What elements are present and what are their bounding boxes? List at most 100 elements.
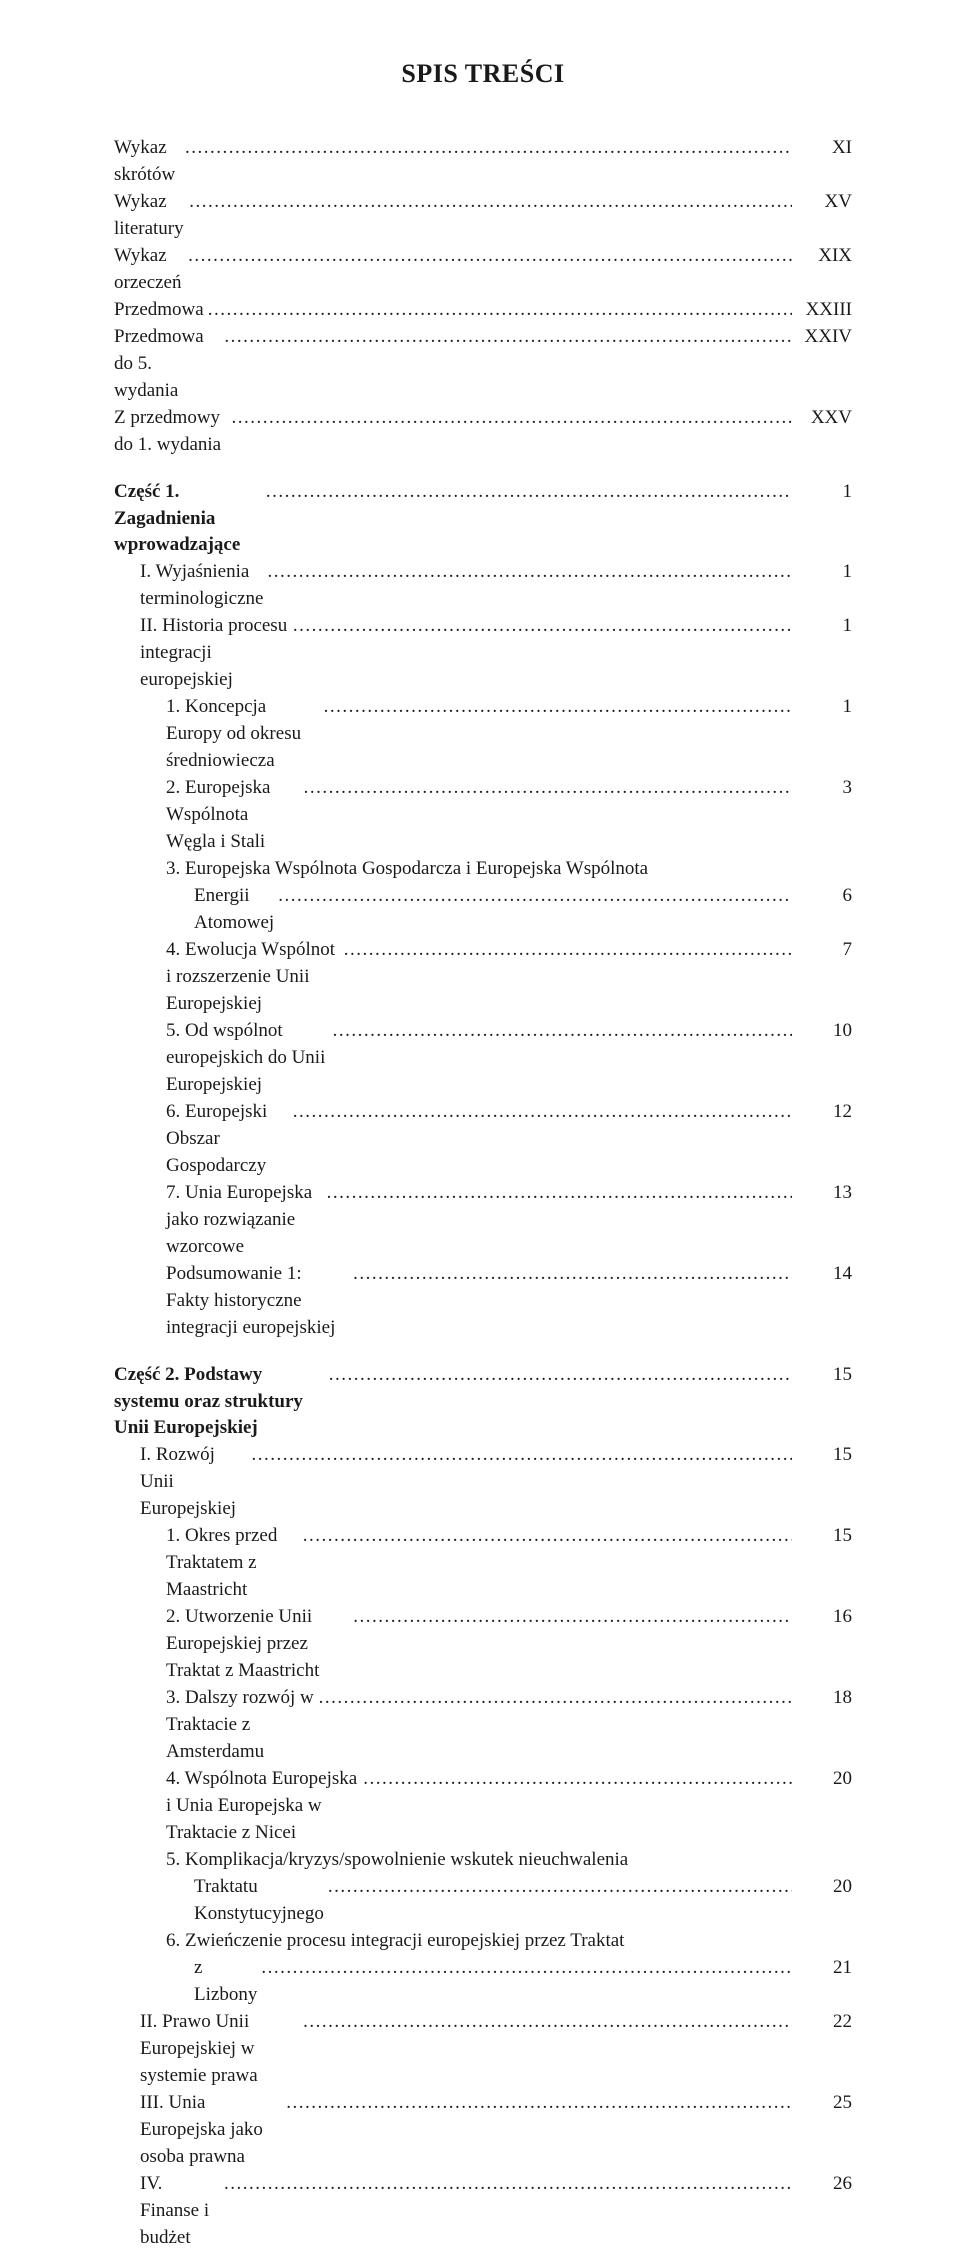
dot-leaders: [323, 1180, 792, 1207]
dot-leaders: [204, 297, 792, 324]
toc-entry-label: 1. Okres przed Traktatem z Maastricht: [166, 1523, 299, 1604]
toc-entry: 5. Od wspólnot europejskich do Unii Euro…: [114, 1018, 852, 1099]
toc-entry: Wykaz skrótów XI: [114, 135, 852, 189]
dot-leaders: [248, 1442, 792, 1469]
toc-entry: 6. Europejski Obszar Gospodarczy12: [114, 1099, 852, 1180]
toc-entry-label: Wykaz skrótów: [114, 135, 181, 189]
toc-entry-label: 3. Dalszy rozwój w Traktacie z Amsterdam…: [166, 1685, 315, 1766]
toc-entry-page: 22: [792, 2009, 852, 2036]
toc-entry: 5. Komplikacja/kryzys/spowolnienie wskut…: [114, 1847, 852, 1874]
toc-entry: Część 2. Podstawy systemu oraz struktury…: [114, 1362, 852, 1443]
dot-leaders: [289, 613, 792, 640]
toc-entry-page: 20: [792, 1874, 852, 1901]
toc-entry: Energii Atomowej 6: [114, 883, 852, 937]
toc-entry-label: Wykaz literatury: [114, 189, 185, 243]
toc-entry-page: 7: [792, 937, 852, 964]
toc-entry: Przedmowa do 5. wydaniaXXIV: [114, 324, 852, 405]
toc-entry: Z przedmowy do 1. wydania XXV: [114, 405, 852, 459]
dot-leaders: [315, 1685, 792, 1712]
dot-leaders: [299, 1523, 792, 1550]
toc-entry: I. Wyjaśnienia terminologiczne1: [114, 559, 852, 613]
toc-entry-page: 12: [792, 1099, 852, 1126]
toc-entry-label: 3. Europejska Wspólnota Gospodarcza i Eu…: [166, 856, 648, 883]
toc-entry-label: Przedmowa: [114, 297, 204, 324]
toc-entry-page: XXIV: [792, 324, 852, 351]
dot-leaders: [320, 694, 792, 721]
toc-entry-label: IV. Finanse i budżet: [140, 2171, 220, 2252]
toc-entry-page: XIX: [792, 243, 852, 270]
toc-entry-page: 21: [792, 1955, 852, 1982]
toc-entry-label: II. Prawo Unii Europejskiej w systemie p…: [140, 2009, 299, 2090]
toc-entry: 3. Dalszy rozwój w Traktacie z Amsterdam…: [114, 1685, 852, 1766]
toc-entry-page: 14: [792, 1261, 852, 1288]
toc-entry-page: 20: [792, 1766, 852, 1793]
dot-leaders: [359, 1766, 792, 1793]
toc-entry-label: Część 2. Podstawy systemu oraz struktury…: [114, 1362, 325, 1443]
toc-entry-label: 4. Ewolucja Wspólnot i rozszerzenie Unii…: [166, 937, 340, 1018]
toc-entry-page: 1: [792, 694, 852, 721]
toc-entry-label: Wykaz orzeczeń: [114, 243, 184, 297]
toc-entry: 2. Utworzenie Unii Europejskiej przez Tr…: [114, 1604, 852, 1685]
dot-leaders: [289, 1099, 792, 1126]
toc-entry: Wykaz orzeczeń XIX: [114, 243, 852, 297]
toc-entry-label: z Lizbony: [194, 1955, 257, 2009]
toc-entry: 3. Europejska Wspólnota Gospodarcza i Eu…: [114, 856, 852, 883]
toc-entry-label: 1. Koncepcja Europy od okresu średniowie…: [166, 694, 320, 775]
toc-entry: Przedmowa XXIII: [114, 297, 852, 324]
toc-entry-page: XXIII: [792, 297, 852, 324]
toc-entry: 1. Koncepcja Europy od okresu średniowie…: [114, 694, 852, 775]
toc-entry-page: 1: [792, 559, 852, 586]
dot-leaders: [325, 1362, 792, 1389]
toc-entry: III. Unia Europejska jako osoba prawna25: [114, 2090, 852, 2171]
page: SPIS TREŚCI Wykaz skrótówXIWykaz literat…: [0, 0, 960, 1166]
dot-leaders: [257, 1955, 792, 1982]
dot-leaders: [349, 1261, 792, 1288]
toc-entry: 6. Zwieńczenie procesu integracji europe…: [114, 1928, 852, 1955]
toc-entry-label: Z przedmowy do 1. wydania: [114, 405, 227, 459]
toc-entry-page: 1: [792, 613, 852, 640]
toc-entry-page: 13: [792, 1180, 852, 1207]
toc-entry-label: II. Historia procesu integracji europejs…: [140, 613, 289, 694]
toc-entry: z Lizbony 21: [114, 1955, 852, 2009]
toc-entry-label: Traktatu Konstytucyjnego: [194, 1874, 324, 1928]
dot-leaders: [324, 1874, 792, 1901]
toc-entry-label: Podsumowanie 1: Fakty historyczne integr…: [166, 1261, 349, 1342]
toc-entry-page: 15: [792, 1523, 852, 1550]
toc-entry-label: Energii Atomowej: [194, 883, 274, 937]
dot-leaders: [299, 2009, 792, 2036]
toc-entry-label: 5. Od wspólnot europejskich do Unii Euro…: [166, 1018, 329, 1099]
dot-leaders: [262, 479, 792, 506]
dot-leaders: [184, 243, 792, 270]
toc-entry-label: Część 1. Zagadnienia wprowadzające: [114, 479, 262, 560]
toc-entry-page: 16: [792, 1604, 852, 1631]
toc-entry: 4. Ewolucja Wspólnot i rozszerzenie Unii…: [114, 937, 852, 1018]
dot-leaders: [329, 1018, 792, 1045]
dot-leaders: [340, 937, 792, 964]
toc-entry-page: 26: [792, 2171, 852, 2198]
dot-leaders: [263, 559, 792, 586]
dot-leaders: [185, 189, 792, 216]
toc-entry: IV. Finanse i budżet 26: [114, 2171, 852, 2252]
dot-leaders: [349, 1604, 792, 1631]
toc-entry-page: XXV: [792, 405, 852, 432]
dot-leaders: [220, 324, 792, 351]
toc-entry-page: XI: [792, 135, 852, 162]
toc-entry-label: 2. Europejska Wspólnota Węgla i Stali: [166, 775, 300, 856]
dot-leaders: [300, 775, 792, 802]
toc-entry-page: XV: [792, 189, 852, 216]
toc-entry: Część 1. Zagadnienia wprowadzające 1: [114, 479, 852, 560]
toc-entry-page: 18: [792, 1685, 852, 1712]
toc-entry-label: III. Unia Europejska jako osoba prawna: [140, 2090, 282, 2171]
section-gap: [114, 459, 852, 479]
table-of-contents: Wykaz skrótów XI Wykaz literatury XV Wykaz o…: [114, 135, 852, 2252]
dot-leaders: [227, 405, 792, 432]
toc-entry-page: 1: [792, 479, 852, 506]
toc-entry: 4. Wspólnota Europejska i Unia Europejsk…: [114, 1766, 852, 1847]
toc-entry-page: 6: [792, 883, 852, 910]
toc-entry-label: 4. Wspólnota Europejska i Unia Europejsk…: [166, 1766, 359, 1847]
toc-entry: Podsumowanie 1: Fakty historyczne integr…: [114, 1261, 852, 1342]
toc-entry-label: 2. Utworzenie Unii Europejskiej przez Tr…: [166, 1604, 349, 1685]
toc-entry: II. Historia procesu integracji europejs…: [114, 613, 852, 694]
toc-entry-page: 15: [792, 1362, 852, 1389]
toc-entry: Wykaz literatury XV: [114, 189, 852, 243]
